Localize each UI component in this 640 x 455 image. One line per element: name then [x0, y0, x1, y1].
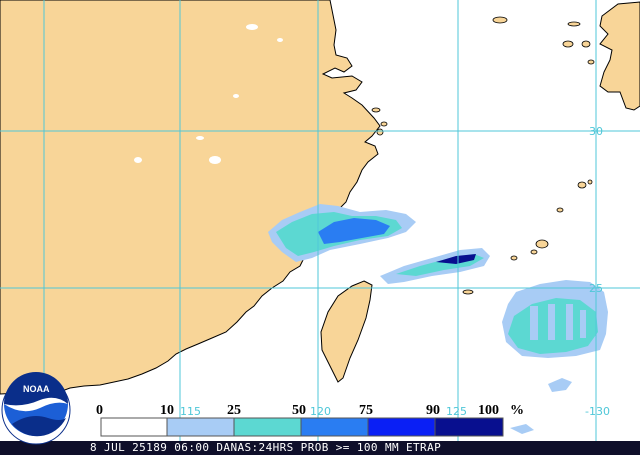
legend-tick-100: 100 [478, 403, 499, 418]
legend-tick-25: 25 [227, 403, 241, 418]
footer-caption: 8 JUL 25189 06:00 DANAS:24HRS PROB >= 10… [90, 441, 441, 454]
legend-bin-0-10 [100, 417, 168, 437]
probability-regions [268, 204, 608, 434]
prob-fragment-south [548, 378, 572, 392]
legend-tick-75: 75 [359, 403, 373, 418]
taiwan-island [320, 280, 373, 383]
legend-tick-0: 0 [96, 403, 103, 418]
legend-tick-90: 90 [426, 403, 440, 418]
inland-lakes [134, 24, 283, 164]
legend-bin-10-25 [166, 417, 235, 437]
legend-bin-90-100 [434, 417, 504, 437]
noaa-logo: NOAA [1, 372, 71, 445]
legend-color-bar [100, 417, 504, 437]
prob-fragment-far-south [510, 424, 534, 434]
lon-label-115: 115 [180, 405, 201, 418]
legend-bin-50-75 [300, 417, 369, 437]
legend-unit: % [510, 403, 524, 418]
legend-tick-10: 10 [160, 403, 174, 418]
lat-label-25: 25 [589, 282, 603, 295]
prob-band-north-high [318, 218, 390, 244]
noaa-logo-text: NOAA [23, 384, 50, 394]
lon-label-120: 120 [310, 405, 331, 418]
lon-label-130: -130 [585, 405, 610, 418]
lat-label-30: 30 [589, 125, 603, 138]
prob-band-middle-high [436, 254, 476, 264]
footer-bar [0, 441, 640, 455]
legend-tick-50: 50 [292, 403, 306, 418]
offshore-islands [462, 16, 595, 295]
legend-bin-75-90 [367, 417, 436, 437]
legend-bin-25-50 [233, 417, 302, 437]
lon-label-125: 125 [446, 405, 467, 418]
japan-kyushu [599, 1, 640, 111]
